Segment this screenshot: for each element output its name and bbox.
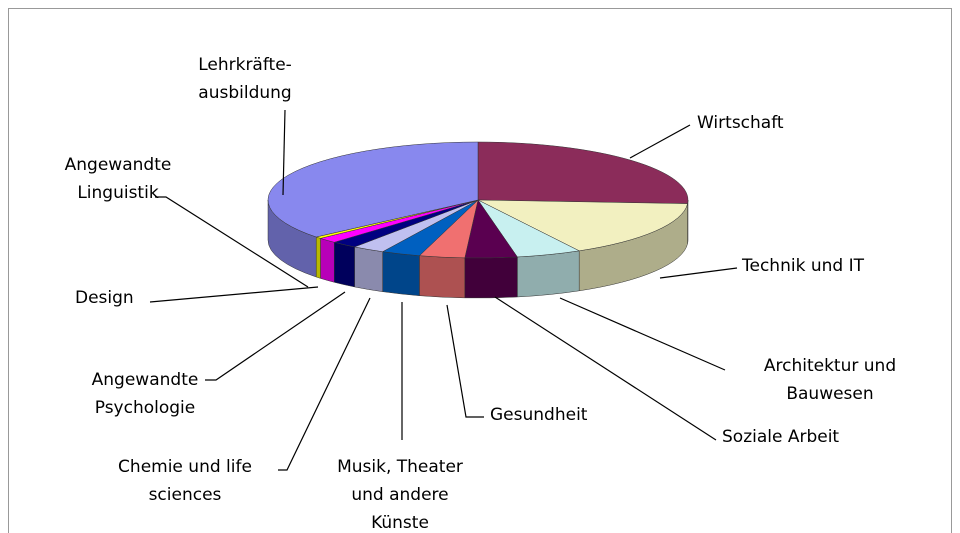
leader-line (282, 109, 286, 196)
slice-label: Gesundheit (490, 405, 588, 425)
slice-label: Architektur und Bauwesen (763, 356, 897, 404)
slice-label: Soziale Arbeit (722, 427, 840, 447)
leader-line (155, 196, 309, 288)
leader-line (494, 296, 717, 441)
pie-side (333, 241, 355, 288)
leader-line (659, 267, 738, 279)
slice-label: Angewandte Psychologie (91, 370, 199, 418)
pie-slice (267, 141, 479, 238)
pie-slice (477, 199, 688, 252)
slice-label: Chemie und life sciences (118, 457, 252, 505)
pie-side (315, 236, 321, 279)
leader-line (278, 297, 371, 471)
pie-slice (477, 141, 689, 204)
slice-label: Technik und IT (742, 256, 864, 276)
leader-line (149, 286, 319, 303)
pie-side (354, 246, 383, 292)
frame (8, 8, 952, 533)
leader-line (205, 291, 346, 381)
pie-side (517, 250, 580, 298)
leader-line (559, 297, 726, 371)
leader-line (629, 124, 691, 159)
pie-side (320, 238, 335, 283)
pie-side (382, 251, 420, 296)
slice-label: Angewandte Linguistik (64, 155, 172, 203)
slice-label: Musik, Theater und andere Künste (337, 457, 463, 533)
pie-side (464, 256, 518, 299)
slice-label: Wirtschaft (697, 113, 784, 133)
leader-line (446, 304, 484, 418)
pie-side (419, 255, 466, 299)
slice-label: Lehrkräfte- ausbildung (198, 55, 292, 103)
slice-label: Design (75, 288, 134, 308)
